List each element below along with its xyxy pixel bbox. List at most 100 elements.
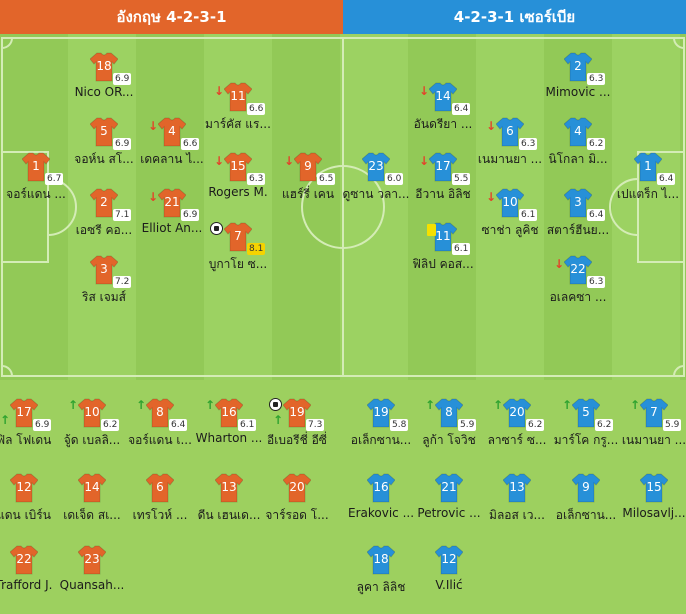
player-home_bench-12[interactable]: 12 แดน เบิร์น (0, 473, 62, 533)
jersey-icon (224, 222, 252, 252)
away-team-title[interactable]: 4-2-3-1 เซอร์เบีย (343, 0, 686, 34)
sub-on-arrow-icon: ↑ (630, 398, 641, 412)
jersey-icon (146, 398, 174, 428)
player-rating: 6.4 (452, 103, 471, 115)
shirt-number: 16 (373, 480, 389, 494)
shirt-number: 2 (100, 195, 108, 209)
sub-on-arrow-icon: ↑ (425, 398, 436, 412)
player-home_starters-4[interactable]: 4 6.6 เดคลาน ไ... ↓ (134, 117, 210, 177)
shirt-number: 10 (502, 195, 518, 209)
player-away_bench-21[interactable]: 21 Petrovic ... (411, 473, 487, 533)
player-rating: 6.2 (526, 419, 545, 431)
jersey-icon (158, 188, 186, 218)
player-rating: 5.5 (452, 173, 471, 185)
sub-on-arrow-icon: ↑ (562, 398, 573, 412)
shirt-number: 19 (373, 405, 389, 419)
player-away_bench-15[interactable]: 15 Milosavlj... (616, 473, 686, 533)
jersey-icon (640, 398, 668, 428)
player-rating: 6.9 (33, 419, 52, 431)
player-away_starters-6[interactable]: 6 6.3 เนมานยา ... ↓ (472, 117, 548, 177)
shirt-number: 12 (441, 552, 457, 566)
player-away_starters-4[interactable]: 4 6.2 นิโกลา มิ... (540, 117, 616, 177)
player-away_bench-18[interactable]: 18 ลูคา ลิลิช (343, 545, 419, 605)
shirt-number: 21 (164, 195, 180, 209)
shirt-number: 9 (582, 480, 590, 494)
shirt-number: 6 (506, 124, 514, 138)
player-away_starters-1[interactable]: 1 6.4 เปแตร็ก ไ... (610, 152, 686, 212)
player-away_bench-13[interactable]: 13 มิลอส เว... (479, 473, 555, 533)
shirt-number: 18 (96, 59, 112, 73)
shirt-number: 13 (221, 480, 237, 494)
player-home_bench-17[interactable]: 17 6.9 ฟิล โฟเดน ↑ (0, 398, 62, 458)
player-rating: 6.7 (45, 173, 64, 185)
player-home_starters-11[interactable]: 11 6.6 มาร์คัส แร... ↓ (200, 82, 276, 142)
player-home_starters-1[interactable]: 1 6.7 จอร์แดน ... (0, 152, 74, 212)
shirt-number: 3 (100, 262, 108, 276)
player-name: เดเจ็ด สเ... (63, 508, 121, 522)
player-rating: 5.9 (458, 419, 477, 431)
player-away_bench-8[interactable]: 8 5.9 ลูก้า โจวิช ↑ (411, 398, 487, 458)
player-name: เดคลาน ไ... (140, 152, 204, 166)
player-away_starters-17[interactable]: 17 5.5 อีวาน อิลิช ↓ (405, 152, 481, 212)
player-away_starters-10[interactable]: 10 6.1 ซาช่า ลูคิช ↓ (472, 188, 548, 248)
player-away_starters-23[interactable]: 23 6.0 ดูซาน วลา... (338, 152, 414, 212)
jersey-icon (224, 152, 252, 182)
player-away_starters-11[interactable]: 11 6.1 ฟิลิป คอส... (405, 222, 481, 282)
player-away_bench-9[interactable]: 9 อเล็กซาน... (548, 473, 624, 533)
player-away_bench-7[interactable]: 7 5.9 เนมานยา ... ↑ (616, 398, 686, 458)
player-home_starters-18[interactable]: 18 6.9 Nico OR... (66, 52, 142, 112)
sub-off-arrow-icon: ↓ (148, 119, 159, 133)
player-home_starters-9[interactable]: 9 6.5 แฮร์รี่ เคน ↓ (270, 152, 346, 212)
player-home_bench-19[interactable]: 19 7.3 อีเบอรีชี่ อีซี่ ↑ (259, 398, 335, 458)
shirt-number: 23 (368, 159, 384, 173)
player-home_bench-20[interactable]: 20 จาร์รอด โ... (259, 473, 335, 533)
player-away_bench-19[interactable]: 19 5.8 อเล็กซาน... (343, 398, 419, 458)
player-home_starters-15[interactable]: 15 6.3 Rogers M. ↓ (200, 152, 276, 212)
shirt-number: 23 (84, 552, 100, 566)
goal-ball-icon (269, 398, 282, 411)
home-team-title[interactable]: อังกฤษ 4-2-3-1 (0, 0, 343, 34)
shirt-number: 22 (570, 262, 586, 276)
player-name: มาร์คัส แร... (205, 117, 271, 131)
player-name: อเล็กซาน... (555, 508, 617, 522)
player-away_bench-5[interactable]: 5 6.2 มาร์โค กรู... ↑ (548, 398, 624, 458)
player-rating: 6.3 (247, 173, 266, 185)
player-home_bench-13[interactable]: 13 ดีน เฮนเด... (191, 473, 267, 533)
player-name: จอห์น สโ... (74, 152, 134, 166)
player-home_starters-7[interactable]: 7 8.1 บูกาโย ซ... (200, 222, 276, 282)
player-away_starters-22[interactable]: 22 6.3 อเลคซา ... ↓ (540, 255, 616, 315)
player-home_bench-10[interactable]: 10 6.2 จู้ด เบลลิ... ↑ (54, 398, 130, 458)
player-away_bench-12[interactable]: 12 V.Ilić (411, 545, 487, 605)
player-home_bench-8[interactable]: 8 6.4 จอร์แดน เ... ↑ (122, 398, 198, 458)
shirt-number: 20 (289, 480, 305, 494)
player-away_bench-20[interactable]: 20 6.2 ลาซาร์ ซ... ↑ (479, 398, 555, 458)
shirt-number: 18 (373, 552, 389, 566)
player-home_bench-16[interactable]: 16 6.1 Wharton ... ↑ (191, 398, 267, 458)
sub-off-arrow-icon: ↓ (284, 154, 295, 168)
shirt-number: 8 (156, 405, 164, 419)
jersey-icon (90, 255, 118, 285)
player-away_starters-2[interactable]: 2 6.3 Mimovic ... (540, 52, 616, 112)
player-home_bench-6[interactable]: 6 เทรโวห์ ... (122, 473, 198, 533)
player-home_starters-21[interactable]: 21 6.9 Elliot An... ↓ (134, 188, 210, 248)
player-home_starters-2[interactable]: 2 7.1 เอซรี คอ... (66, 188, 142, 248)
player-away_starters-14[interactable]: 14 6.4 อันดรียา ... ↓ (405, 82, 481, 142)
player-rating: 6.6 (181, 138, 200, 150)
player-away_starters-3[interactable]: 3 6.4 สตาร์ฮีนย... (540, 188, 616, 248)
shirt-number: 2 (574, 59, 582, 73)
jersey-icon (78, 545, 106, 575)
player-away_bench-16[interactable]: 16 Erakovic ... (343, 473, 419, 533)
player-home_starters-5[interactable]: 5 6.9 จอห์น สโ... (66, 117, 142, 177)
player-rating: 7.2 (113, 276, 132, 288)
player-home_bench-23[interactable]: 23 Quansah... (54, 545, 130, 605)
jersey-icon (158, 117, 186, 147)
player-home_bench-22[interactable]: 22 Trafford J. (0, 545, 62, 605)
player-name: มาร์โค กรู... (553, 433, 619, 447)
shirt-number: 12 (16, 480, 32, 494)
shirt-number: 14 (435, 89, 451, 103)
player-name: อีเบอรีชี่ อีซี่ (267, 433, 327, 447)
shirt-number: 21 (441, 480, 457, 494)
player-home_starters-3[interactable]: 3 7.2 ริส เจมส์ (66, 255, 142, 315)
player-home_bench-14[interactable]: 14 เดเจ็ด สเ... (54, 473, 130, 533)
player-name: ลาซาร์ ซ... (487, 433, 547, 447)
